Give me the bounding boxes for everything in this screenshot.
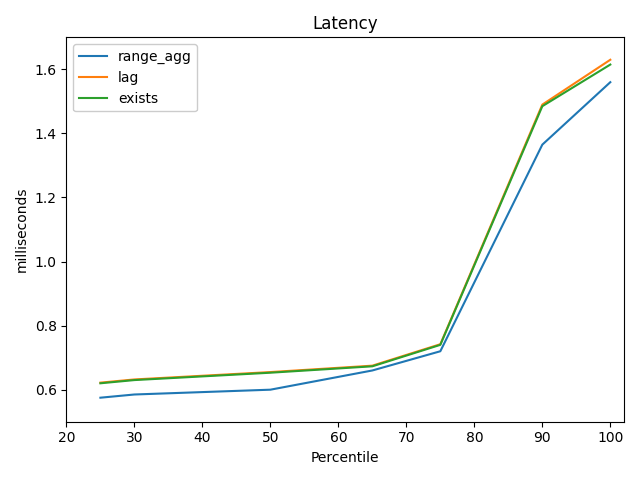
Y-axis label: milliseconds: milliseconds (15, 187, 29, 272)
lag (266, 369, 274, 375)
lag (131, 376, 138, 382)
lag (436, 341, 444, 347)
range_agg (97, 395, 104, 401)
exists (436, 342, 444, 348)
lag (607, 57, 614, 62)
Title: Latency: Latency (312, 15, 378, 33)
range_agg (538, 142, 546, 147)
Line: range_agg: range_agg (100, 82, 611, 398)
range_agg (369, 368, 376, 373)
range_agg (266, 387, 274, 393)
range_agg (131, 392, 138, 397)
Legend: range_agg, lag, exists: range_agg, lag, exists (74, 44, 197, 111)
lag (538, 102, 546, 108)
Line: exists: exists (100, 65, 611, 384)
X-axis label: Percentile: Percentile (311, 451, 380, 465)
exists (266, 370, 274, 375)
exists (369, 363, 376, 369)
lag (369, 363, 376, 369)
range_agg (436, 348, 444, 354)
lag (97, 380, 104, 385)
exists (538, 103, 546, 109)
exists (131, 377, 138, 383)
exists (97, 381, 104, 386)
range_agg (607, 79, 614, 85)
exists (607, 62, 614, 68)
Line: lag: lag (100, 60, 611, 383)
